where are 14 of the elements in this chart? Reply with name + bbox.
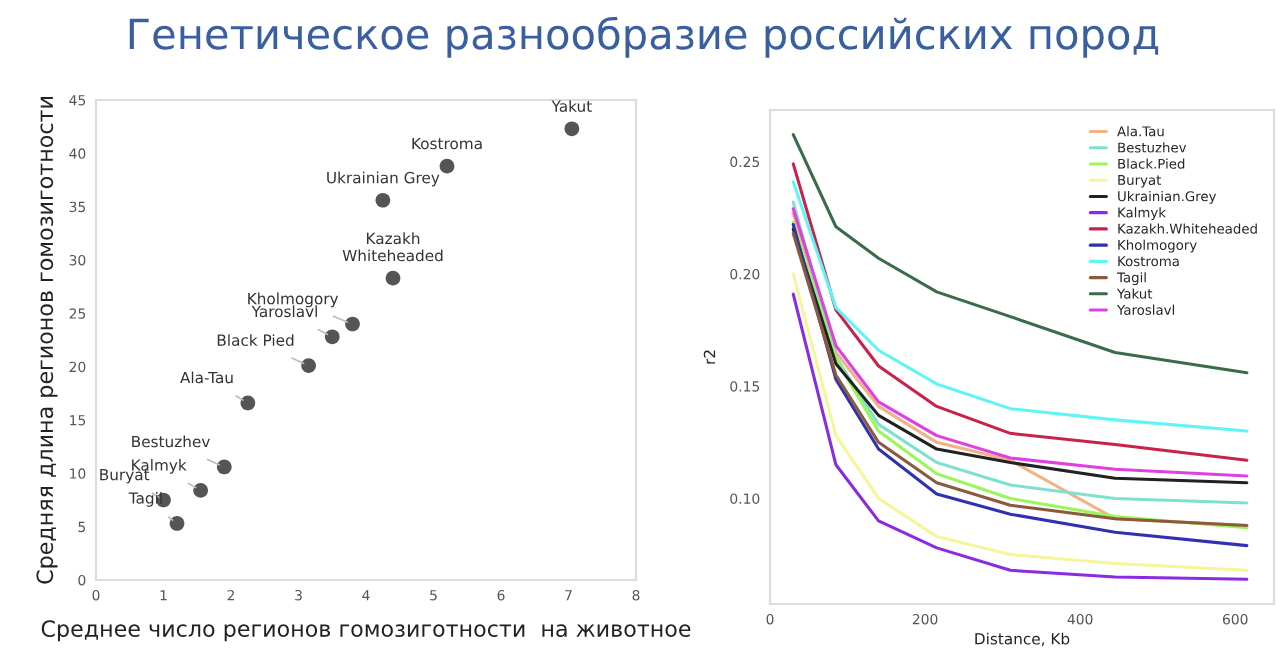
point [240, 395, 256, 411]
point [301, 358, 316, 373]
point [375, 192, 391, 208]
point [345, 316, 360, 332]
point [439, 158, 455, 174]
point [564, 121, 580, 137]
point [324, 329, 340, 345]
point [385, 270, 401, 286]
point [169, 516, 185, 531]
chart-title: Генетическое разнообразие российских пород [129, 16, 1159, 58]
y-axis-title: Средняя длина регионов гомозиготности [36, 97, 58, 584]
x-axis-title: Среднее число регионов гомозиготности на животное [41, 620, 691, 642]
point [216, 459, 232, 475]
point [193, 483, 208, 498]
